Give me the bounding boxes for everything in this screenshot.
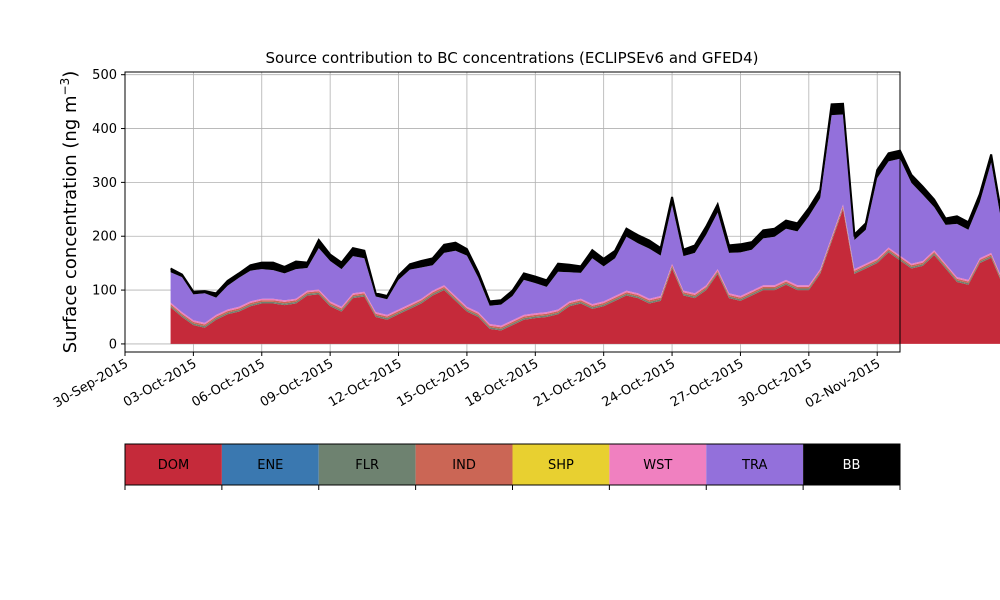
x-tick-label: 21-Oct-2015 <box>531 356 609 410</box>
legend-label-tra: TRA <box>741 458 767 473</box>
legend-label-bb: BB <box>843 458 861 473</box>
legend-label-dom: DOM <box>158 458 189 473</box>
series-area-bb <box>170 103 1000 306</box>
y-axis-label-close: ) <box>60 71 81 78</box>
y-tick-label: 500 <box>92 68 117 83</box>
y-tick-label: 300 <box>92 176 117 191</box>
y-tick-label: 400 <box>92 122 117 137</box>
legend-swatch-flr <box>318 444 416 485</box>
y-axis-label-exponent: −3 <box>58 78 72 96</box>
plot-frame <box>124 71 901 353</box>
x-tick-label: 03-Oct-2015 <box>121 356 199 410</box>
y-tick-label: 200 <box>92 230 117 245</box>
chart-title: Source contribution to BC concentrations… <box>265 49 758 67</box>
legend-swatch-ene <box>221 444 319 485</box>
source-colorbar-legend: DOM ENE FLR IND SHP WST TRA BB <box>124 443 901 490</box>
legend-swatch-tra <box>706 444 804 485</box>
x-tick-label: 12-Oct-2015 <box>326 356 404 410</box>
series-area-dom <box>170 209 1000 344</box>
legend-swatch-ind <box>415 444 513 485</box>
x-tick-label: 30-Oct-2015 <box>736 356 814 410</box>
x-tick-label: 24-Oct-2015 <box>600 356 678 410</box>
x-tick-label: 09-Oct-2015 <box>258 356 336 410</box>
legend-swatch-bb <box>803 444 900 485</box>
x-tick-label: 06-Oct-2015 <box>189 356 267 410</box>
legend-label-ene: ENE <box>257 458 283 473</box>
legend-swatch-wst <box>609 444 707 485</box>
y-axis-label-main: Surface concentration (ng m <box>60 95 81 353</box>
total-concentration-line <box>170 102 1000 303</box>
x-tick-label: 02-Nov-2015 <box>803 356 883 411</box>
legend-swatch-dom <box>125 444 222 485</box>
legend-label-ind: IND <box>452 458 476 473</box>
x-tick-label: 30-Sep-2015 <box>51 356 131 411</box>
x-tick-label: 27-Oct-2015 <box>668 356 746 410</box>
y-tick-label: 0 <box>109 337 117 352</box>
legend-label-wst: WST <box>643 458 672 473</box>
y-axis-label: Surface concentration (ng m−3) <box>58 71 81 354</box>
y-tick-label: 100 <box>92 284 117 299</box>
series-area-tra <box>170 114 1000 326</box>
legend-label-shp: SHP <box>548 458 574 473</box>
legend-label-flr: FLR <box>355 458 379 473</box>
x-tick-label: 15-Oct-2015 <box>395 356 473 410</box>
legend-swatch-shp <box>512 444 610 485</box>
plot-area: 0 100 200 300 400 500 30-Sep-201503-Oct-201506… <box>51 68 1000 411</box>
x-tick-label: 18-Oct-2015 <box>463 356 541 410</box>
